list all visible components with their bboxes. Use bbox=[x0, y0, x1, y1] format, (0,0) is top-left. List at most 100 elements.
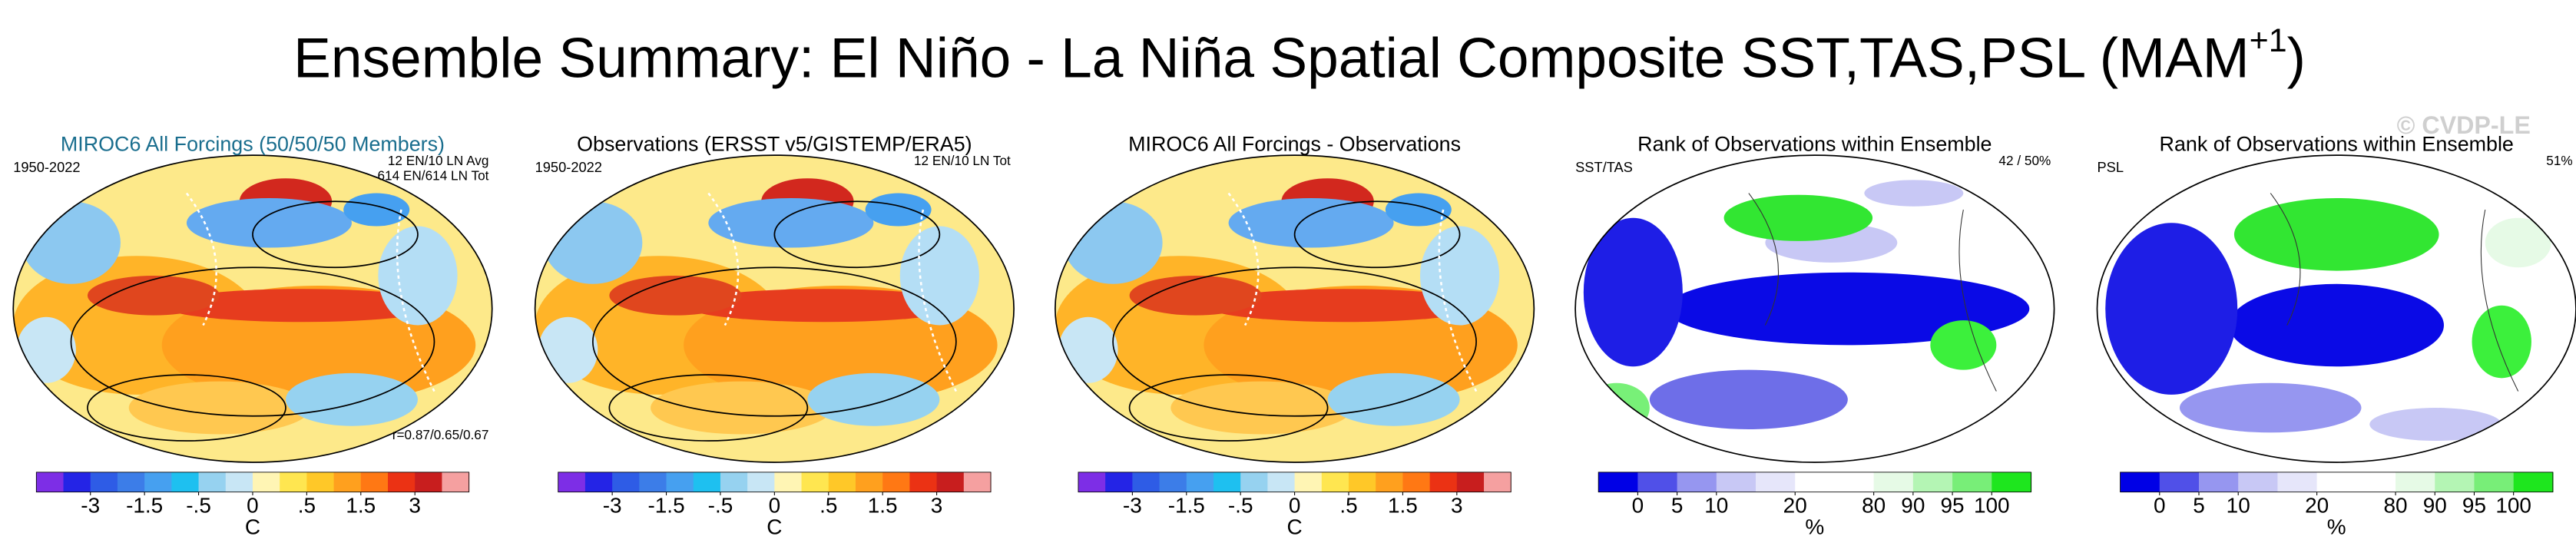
colorbar-box bbox=[747, 472, 776, 492]
colorbar-tick-label: 3 bbox=[1451, 493, 1463, 517]
map-region bbox=[343, 193, 410, 227]
colorbar-tick-label: 1.5 bbox=[1388, 493, 1418, 517]
panel-note: 614 EN/614 LN Tot bbox=[377, 168, 488, 184]
watermark: © CVDP-LE bbox=[2397, 111, 2531, 139]
map-region bbox=[2233, 197, 2439, 271]
map-region bbox=[1327, 372, 1460, 426]
colorbar-box bbox=[415, 472, 443, 492]
colorbar-box bbox=[1402, 472, 1431, 492]
colorbar-box bbox=[1376, 472, 1404, 492]
colorbar-unit: C bbox=[245, 515, 260, 538]
map-border bbox=[1574, 154, 2055, 463]
colorbar-tick-label: 0 bbox=[247, 493, 259, 517]
colorbar-box bbox=[2198, 472, 2239, 492]
map-region bbox=[609, 276, 742, 316]
colorbar-box bbox=[720, 472, 748, 492]
map-region bbox=[161, 289, 443, 323]
title-main: Ensemble Summary: El Niño - La Niña Spat… bbox=[293, 28, 2249, 90]
map-region bbox=[1864, 180, 1964, 207]
colorbar-frame bbox=[2120, 472, 2554, 493]
colorbar-tick-label: 5 bbox=[2193, 493, 2205, 517]
colorbar-tick-label: -1.5 bbox=[647, 493, 684, 517]
colorbar-box bbox=[225, 472, 253, 492]
map-region bbox=[285, 372, 418, 426]
colorbar-tick-label: -1.5 bbox=[126, 493, 163, 517]
colorbar-tick-label: 0 bbox=[769, 493, 781, 517]
colorbar-tick-label: 1.5 bbox=[346, 493, 376, 517]
panel-note: 12 EN/10 LN Avg bbox=[388, 153, 489, 168]
colorbar-box bbox=[855, 472, 883, 492]
panel-left-label: 1950-2022 bbox=[535, 159, 602, 175]
colorbar-tick-label: 1.5 bbox=[868, 493, 898, 517]
colorbar-box bbox=[63, 472, 91, 492]
map-region bbox=[1385, 193, 1452, 227]
colorbar-box bbox=[2120, 472, 2160, 492]
colorbar-box bbox=[388, 472, 416, 492]
colorbar-box bbox=[1716, 472, 1757, 492]
map-region bbox=[1723, 194, 1873, 241]
title-superscript: +1 bbox=[2250, 22, 2287, 59]
panel: MIROC6 All Forcings (50/50/50 Members) 19… bbox=[12, 132, 493, 538]
colorbar-box bbox=[1598, 472, 1639, 492]
colorbar-box bbox=[144, 472, 173, 492]
map bbox=[13, 155, 492, 462]
colorbar-box bbox=[909, 472, 938, 492]
map-region bbox=[2472, 305, 2531, 379]
contour-line bbox=[1293, 200, 1461, 269]
contour-line bbox=[608, 374, 809, 442]
colorbar-box bbox=[1078, 472, 1106, 492]
colorbar-box bbox=[882, 472, 911, 492]
map-region bbox=[1930, 320, 1997, 370]
colorbar-box bbox=[1912, 472, 1953, 492]
colorbar-box bbox=[2159, 472, 2200, 492]
panel: Observations (ERSST v5/GISTEMP/ERA5) 1950… bbox=[534, 132, 1015, 538]
map-border bbox=[1054, 154, 1535, 463]
colorbar-box bbox=[828, 472, 856, 492]
colorbar-tick-label: .5 bbox=[298, 493, 316, 517]
colorbar-tick-label: 100 bbox=[2495, 493, 2531, 517]
colorbar-unit: % bbox=[1805, 515, 1824, 538]
colorbar-box bbox=[2435, 472, 2475, 492]
map bbox=[2097, 155, 2576, 462]
colorbar-tick-label: -3 bbox=[81, 493, 100, 517]
colorbar-box bbox=[1186, 472, 1214, 492]
coastline bbox=[707, 192, 958, 392]
coastline bbox=[185, 192, 435, 392]
colorbar-box bbox=[1834, 472, 1875, 492]
colorbar-box bbox=[2474, 472, 2515, 492]
colorbar-tick-label: 80 bbox=[1862, 493, 1886, 517]
colorbar-box bbox=[1429, 472, 1458, 492]
colorbar-box bbox=[1795, 472, 1836, 492]
colorbar-box bbox=[1321, 472, 1349, 492]
colorbar-box bbox=[1456, 472, 1485, 492]
panel-note: 42 / 50% bbox=[1998, 153, 2051, 168]
colorbar-tick-label: 90 bbox=[2423, 493, 2447, 517]
colorbar-box bbox=[693, 472, 721, 492]
colorbar-box bbox=[252, 472, 280, 492]
colorbar-box bbox=[1105, 472, 1134, 492]
colorbar-box bbox=[774, 472, 803, 492]
colorbar-box bbox=[1484, 472, 1511, 492]
colorbar-box bbox=[360, 472, 389, 492]
colorbar-box bbox=[963, 472, 992, 492]
map-region bbox=[186, 197, 352, 248]
colorbar-tick-label: 20 bbox=[1783, 493, 1807, 517]
colorbar-tick-label: -3 bbox=[603, 493, 622, 517]
colorbar-box bbox=[1952, 472, 1992, 492]
panel-title: Observations (ERSST v5/GISTEMP/ERA5) bbox=[577, 132, 972, 155]
panel-title: MIROC6 All Forcings (50/50/50 Members) bbox=[61, 132, 445, 155]
colorbar-box bbox=[1992, 472, 2032, 492]
colorbar-unit: % bbox=[2327, 515, 2346, 538]
colorbar-tick-label: 100 bbox=[1974, 493, 2010, 517]
colorbar-tick-label: 0 bbox=[2154, 493, 2166, 517]
colorbar-box bbox=[171, 472, 200, 492]
colorbar-tick-label: -.5 bbox=[186, 493, 211, 517]
panel: Rank of Observations within Ensemble PSL 5… bbox=[2096, 132, 2576, 538]
map-region bbox=[1228, 197, 1394, 248]
colorbar-box bbox=[2396, 472, 2435, 492]
map bbox=[1055, 155, 1535, 462]
colorbar-tick-label: 3 bbox=[931, 493, 943, 517]
colorbar-box bbox=[198, 472, 227, 492]
map-region bbox=[651, 381, 833, 435]
map-region bbox=[87, 276, 220, 316]
